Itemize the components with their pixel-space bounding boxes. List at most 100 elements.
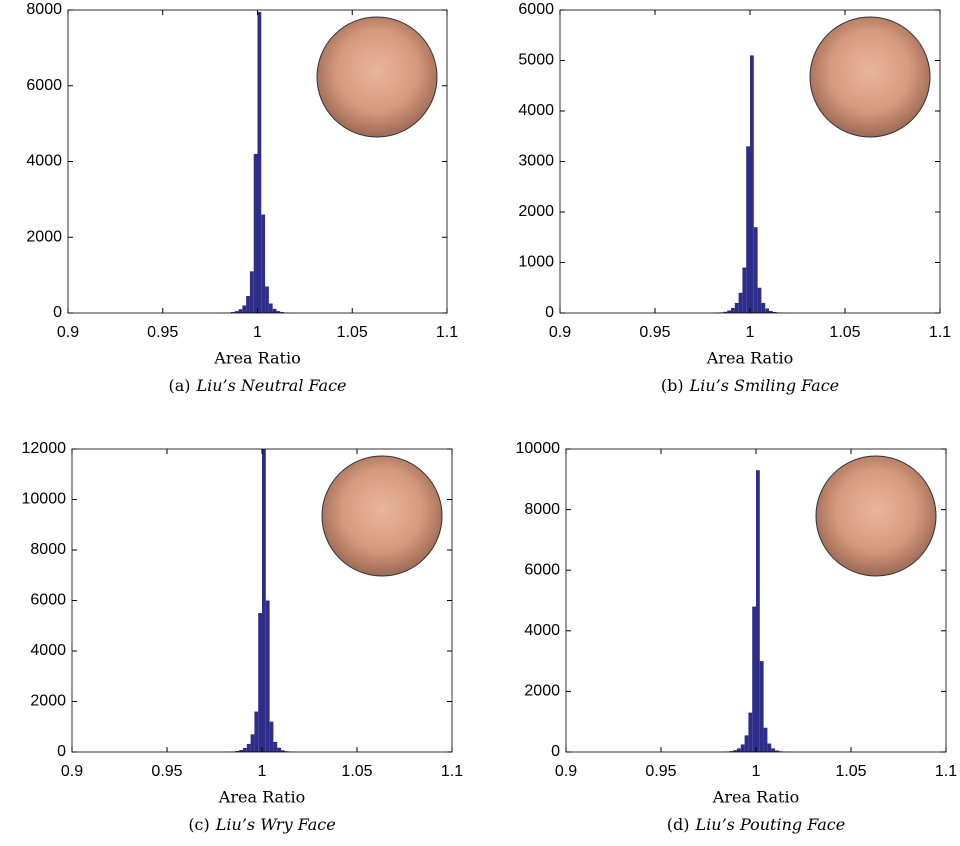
y-tick-label: 6000 (26, 77, 62, 94)
histogram-bar (738, 292, 743, 313)
x-tick-label: 1.1 (929, 324, 951, 341)
histogram-bar (746, 146, 750, 313)
histogram-bar (733, 750, 737, 752)
histogram-bar (235, 750, 240, 752)
y-tick-label: 3000 (518, 153, 554, 170)
histogram-bar (250, 734, 255, 752)
histogram-bar (238, 309, 243, 313)
y-tick-label: 5000 (518, 52, 554, 69)
x-tick-label: 0.95 (645, 763, 676, 780)
x-tick-label: 1.1 (935, 763, 957, 780)
histogram-bar (254, 711, 259, 752)
x-tick-label: 1 (746, 324, 755, 341)
x-axis-label: Area Ratio (706, 349, 793, 368)
histogram-bar (265, 600, 270, 752)
y-tick-label: 0 (545, 304, 554, 321)
x-tick-label: 1 (253, 324, 262, 341)
histogram-bar (771, 748, 775, 752)
histogram-bar (246, 295, 250, 313)
y-tick-label: 12000 (22, 440, 67, 457)
histogram-bar (727, 310, 731, 313)
y-tick-label: 0 (57, 743, 66, 760)
x-axis-label: Area Ratio (218, 788, 305, 807)
x-tick-label: 0.9 (57, 324, 79, 341)
x-axis-label: Area Ratio (712, 788, 799, 807)
histogram-bar (737, 748, 741, 752)
histogram-bar (230, 312, 235, 313)
histogram-bar (277, 747, 281, 752)
y-tick-label: 4000 (524, 622, 560, 639)
histogram-bar (775, 750, 779, 752)
y-tick-label: 8000 (524, 501, 560, 518)
y-tick-label: 4000 (26, 153, 62, 170)
x-tick-label: 1.05 (341, 763, 372, 780)
y-tick-label: 6000 (30, 592, 66, 609)
histogram-bar (759, 661, 764, 752)
x-tick-label: 1.05 (835, 763, 866, 780)
y-tick-label: 8000 (30, 541, 66, 558)
x-axis-label: Area Ratio (213, 349, 300, 368)
y-tick-label: 2000 (518, 203, 554, 220)
y-tick-label: 4000 (518, 102, 554, 119)
histogram-bar (750, 55, 754, 313)
histogram-bar (280, 312, 285, 313)
histogram-bar (769, 310, 773, 313)
histogram-bar (723, 311, 728, 313)
x-tick-label: 1 (752, 763, 761, 780)
histogram-bar (234, 311, 239, 313)
y-tick-label: 4000 (30, 642, 66, 659)
subcaption-text: Liu’s Smiling Face (689, 376, 840, 395)
histogram-bar (744, 735, 749, 752)
y-tick-label: 2000 (30, 693, 66, 710)
x-tick-label: 1.1 (441, 763, 463, 780)
face-photo (321, 455, 443, 577)
histogram-bar (272, 308, 277, 313)
histogram-bar (268, 303, 273, 313)
histogram-bar (748, 712, 753, 752)
histogram-bar (767, 743, 772, 752)
histogram-bar (752, 606, 756, 752)
y-tick-label: 2000 (524, 683, 560, 700)
histogram-bar (258, 613, 262, 752)
x-tick-label: 0.95 (147, 324, 178, 341)
x-tick-label: 0.95 (151, 763, 182, 780)
face-photo (809, 16, 931, 138)
histogram-bar (253, 153, 258, 313)
histogram-bar (763, 727, 768, 752)
x-tick-label: 0.95 (639, 324, 670, 341)
subcaption: (c) Liu’s Wry Face (188, 815, 335, 834)
subcaption-label: (d) (667, 815, 690, 834)
x-tick-label: 0.9 (61, 763, 83, 780)
histogram-bar (731, 307, 735, 313)
x-tick-label: 1 (258, 763, 267, 780)
histogram-bar (261, 214, 266, 313)
subcaption-label: (a) (168, 376, 190, 395)
subcaption-label: (b) (661, 376, 684, 395)
subcaption: (a) Liu’s Neutral Face (168, 376, 346, 395)
y-tick-label: 10000 (22, 491, 67, 508)
x-tick-label: 1.05 (337, 324, 368, 341)
subcaption: (b) Liu’s Smiling Face (661, 376, 839, 395)
subcaption-label: (c) (188, 815, 209, 834)
face-photo (316, 16, 438, 138)
x-tick-label: 1.05 (829, 324, 860, 341)
x-tick-label: 0.9 (555, 763, 577, 780)
y-tick-label: 6000 (518, 1, 554, 18)
histogram-bar (276, 311, 281, 313)
histogram-bar (239, 749, 243, 752)
histogram-bar (740, 744, 745, 752)
y-tick-label: 8000 (26, 1, 62, 18)
histogram-bar (242, 305, 247, 313)
histogram-bar (243, 747, 247, 752)
histogram-bar (729, 751, 734, 752)
histogram-bar (772, 311, 777, 313)
histogram-bar (753, 227, 758, 313)
histogram-bar (273, 741, 278, 752)
histogram-bar (246, 743, 251, 752)
subcaption-text: Liu’s Wry Face (215, 815, 336, 834)
y-tick-label: 2000 (26, 228, 62, 245)
histogram-bar (281, 750, 285, 752)
subcaption-text: Liu’s Pouting Face (695, 815, 846, 834)
histogram-bar (249, 271, 254, 313)
